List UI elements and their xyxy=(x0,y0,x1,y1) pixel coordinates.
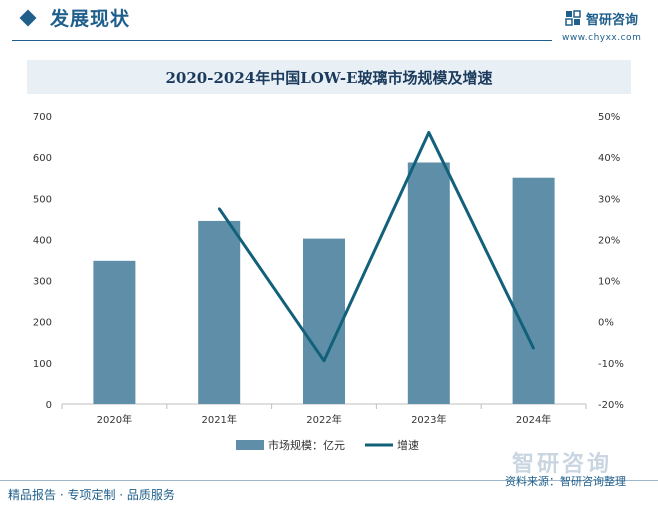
y-left-tick-label: 300 xyxy=(33,277,52,288)
y-left-tick-label: 100 xyxy=(33,359,52,370)
x-tick-label: 2024年 xyxy=(516,413,551,426)
header-divider xyxy=(12,40,552,41)
bar xyxy=(93,260,136,404)
y-right-tick-label: 50% xyxy=(598,112,620,123)
y-left-tick-label: 0 xyxy=(46,400,52,411)
y-right-tick-label: 10% xyxy=(598,277,620,288)
y-left-tick-label: 200 xyxy=(33,318,52,329)
line-point xyxy=(427,131,430,134)
legend-line-label: 增速 xyxy=(397,438,419,452)
footer-tagline: 精品报告 · 专项定制 · 品质服务 xyxy=(8,488,175,502)
x-tick-label: 2021年 xyxy=(201,413,236,426)
bar xyxy=(407,162,450,404)
y-right-tick-label: -10% xyxy=(598,359,624,370)
y-right-tick-label: -20% xyxy=(598,400,624,411)
chart-title: 2020-2024年中国LOW-E玻璃市场规模及增速 xyxy=(165,69,493,87)
section-title: 发展现状 xyxy=(50,8,131,30)
brand-logo-icon xyxy=(565,10,581,26)
y-right-tick-label: 0% xyxy=(598,318,614,329)
x-tick-label: 2023年 xyxy=(411,413,446,426)
y-right-tick-label: 20% xyxy=(598,235,620,246)
y-right-tick-label: 40% xyxy=(598,153,620,164)
legend-bar-label: 市场规模：亿元 xyxy=(268,438,345,452)
source-note: 资料来源：智研咨询整理 xyxy=(505,475,626,488)
footer-divider xyxy=(0,480,658,481)
line-point xyxy=(532,347,535,350)
y-left-tick-label: 600 xyxy=(33,153,52,164)
x-tick-label: 2020年 xyxy=(97,413,132,426)
footer-logo: 智研咨询 xyxy=(512,452,613,477)
chart-canvas: 0 100 200 300 400 500 600 700 -20% -10% 0% 10% 20% 30… xyxy=(33,112,624,452)
x-tick-label: 2022年 xyxy=(306,413,341,426)
legend-bar-swatch xyxy=(236,440,264,450)
brand-url[interactable]: www.chyxx.com xyxy=(562,33,642,43)
y-right-tick-label: 30% xyxy=(598,194,620,205)
bar xyxy=(303,238,345,404)
growth-line xyxy=(217,130,535,363)
line-point xyxy=(218,207,221,210)
line-point xyxy=(322,359,326,362)
y-left-tick-label: 400 xyxy=(33,235,52,246)
chart-title-band: 2020-2024年中国LOW-E玻璃市场规模及增速 xyxy=(27,60,631,94)
page-header: 发展现状 智研咨询 www.chyxx.com xyxy=(0,0,658,43)
bar xyxy=(512,177,555,404)
y-left-tick-label: 500 xyxy=(33,194,52,205)
y-left-tick-label: 700 xyxy=(33,112,52,123)
brand-name: 智研咨询 xyxy=(586,13,639,28)
bar xyxy=(198,220,241,404)
